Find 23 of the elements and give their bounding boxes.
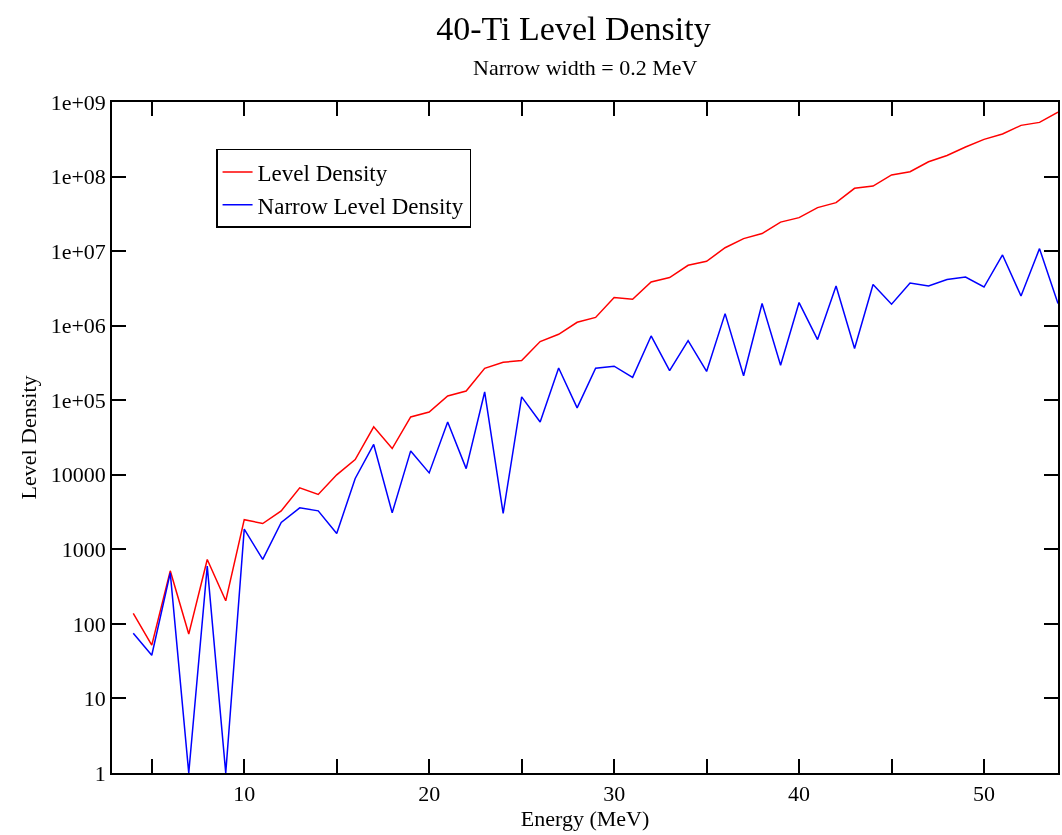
y-tick-label: 100 [72, 611, 106, 637]
y-tick-label: 10000 [50, 462, 106, 488]
y-tick-label: 10 [83, 686, 106, 712]
y-tick-label: 1 [94, 760, 106, 786]
y-tick-label: 1e+07 [50, 238, 106, 264]
y-tick-label: 1e+09 [50, 89, 106, 115]
chart-subtitle: Narrow width = 0.2 MeV [473, 55, 698, 80]
y-axis-title: Level Density [15, 375, 41, 500]
y-tick-label: 1000 [61, 537, 106, 563]
x-tick-label: 10 [233, 781, 256, 807]
x-tick-label: 20 [418, 781, 441, 807]
y-tick-label: 1e+06 [50, 313, 106, 339]
x-axis-title: Energy (MeV) [520, 806, 650, 832]
line-series [132, 247, 1058, 773]
x-tick-label: 50 [973, 781, 996, 807]
x-tick-label: 40 [788, 781, 811, 807]
legend-label: Level Density [257, 160, 388, 186]
y-tick-label: 1e+08 [50, 164, 106, 190]
x-tick-label: 30 [603, 781, 626, 807]
chart-title: 40-Ti Level Density [436, 9, 711, 47]
y-tick-label: 1e+05 [50, 387, 106, 413]
line-series [132, 111, 1058, 646]
legend-label: Narrow Level Density [257, 193, 464, 219]
